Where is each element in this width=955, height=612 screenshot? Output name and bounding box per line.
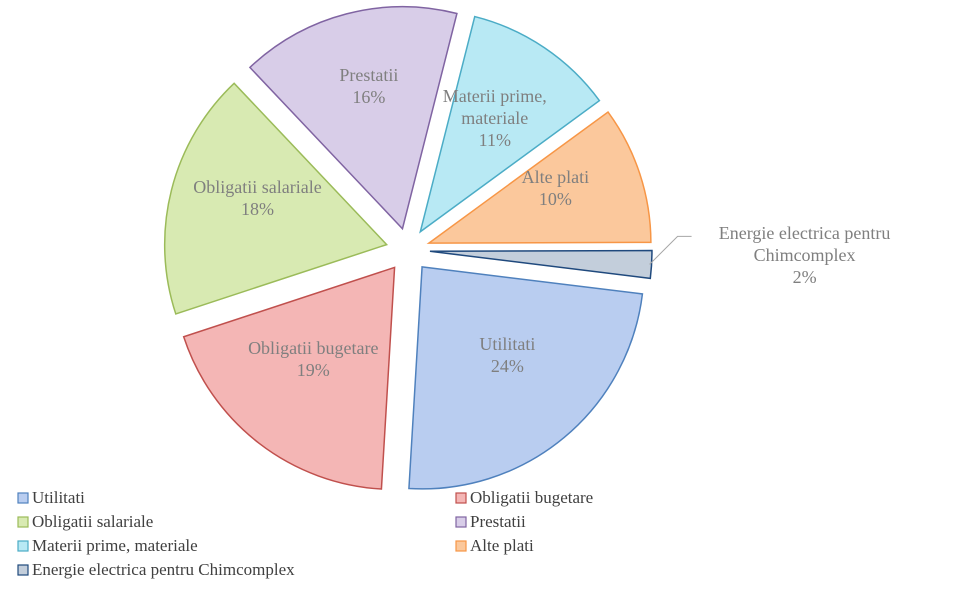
label-line: 10% [538, 188, 572, 209]
label-line: Utilitati [479, 334, 536, 355]
label-line: 18% [241, 198, 275, 219]
label-line: 11% [478, 130, 511, 151]
label-line: 2% [792, 267, 817, 288]
label-line: Obligatii salariale [193, 176, 322, 197]
label-line: Materii prime, materiale [442, 86, 547, 129]
label-line: 24% [490, 356, 524, 377]
legend-label: Materii prime, materiale [32, 536, 198, 555]
data-label-box: Energie electrica pentru Chimcomplex 2% [685, 222, 925, 288]
data-label-box: Materii prime, materiale 11% [420, 85, 570, 151]
legend-label: Prestatii [470, 512, 526, 531]
pie-slice [182, 266, 396, 490]
label-line: 16% [352, 86, 386, 107]
legend-swatch [455, 492, 467, 504]
pie-slice [408, 266, 644, 490]
data-label-box: Obligatii salariale 18% [183, 176, 333, 220]
pie-slice [429, 249, 653, 280]
label-line: Energie electrica pentru Chimcomplex [718, 223, 891, 266]
data-label-box: Prestatii 16% [294, 64, 444, 108]
label-line: Obligatii bugetare [248, 337, 379, 358]
legend-label: Obligatii salariale [32, 512, 153, 531]
pie-slice [419, 15, 601, 234]
legend-label: Obligatii bugetare [470, 488, 593, 507]
legend-swatch [17, 564, 29, 576]
label-line: 19% [296, 359, 330, 380]
legend-label: Alte plati [470, 536, 534, 555]
legend-swatch [455, 540, 467, 552]
data-label-box: Alte plati 10% [480, 166, 630, 210]
pie-slice [248, 6, 458, 231]
leader-line [649, 235, 692, 265]
label-line: Prestatii [339, 64, 399, 85]
pie-slice [163, 82, 389, 315]
legend-swatch [17, 540, 29, 552]
data-label-box: Utilitati 24% [432, 333, 582, 377]
legend-label: Energie electrica pentru Chimcomplex [32, 560, 295, 579]
legend-label: Utilitati [32, 488, 85, 507]
legend-swatch [17, 492, 29, 504]
legend-swatch [455, 516, 467, 528]
data-label-box: Obligatii bugetare 19% [238, 337, 388, 381]
label-line: Alte plati [521, 166, 590, 187]
legend-swatch [17, 516, 29, 528]
pie-slice [426, 110, 652, 244]
